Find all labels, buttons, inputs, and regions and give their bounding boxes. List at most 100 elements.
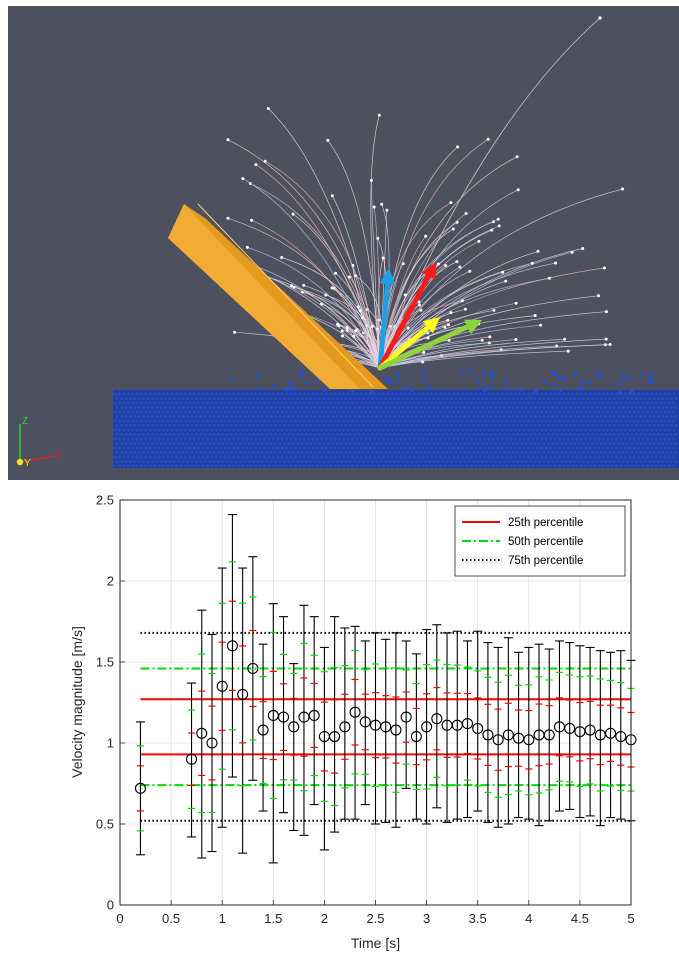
error-bar	[483, 642, 493, 823]
mean-point	[564, 722, 576, 734]
mean-point	[461, 718, 474, 730]
x-tick-label: 3.5	[469, 911, 487, 926]
x-tick-label: 4	[525, 911, 532, 926]
error-bar	[565, 642, 575, 810]
mean-point	[421, 721, 433, 733]
error-bar	[493, 646, 503, 828]
error-bar	[350, 625, 360, 820]
y-tick-label: 0	[107, 898, 114, 913]
legend-label: 75th percentile	[508, 555, 583, 567]
mean-point	[615, 730, 627, 743]
error-bar	[279, 616, 289, 814]
x-tick-label: 0	[116, 911, 123, 926]
x-tick-label: 1.5	[264, 911, 282, 926]
mean-point	[349, 706, 361, 718]
error-bar	[207, 633, 217, 853]
error-bar	[268, 603, 278, 864]
triad-origin-icon	[16, 458, 24, 466]
mean-point	[185, 753, 198, 765]
x-ticks: 0 0.5 1 1.5 2 2.5 3 3.5 4 4.5 5	[116, 900, 635, 926]
error-bar	[616, 650, 626, 820]
error-bar	[534, 643, 544, 827]
mean-point	[502, 729, 514, 741]
red-arrow	[377, 262, 436, 371]
x-tick-label: 4.5	[571, 911, 589, 926]
error-bar	[371, 632, 380, 825]
error-bar	[422, 629, 432, 825]
error-bar	[381, 638, 391, 823]
y-tick-label: 2	[107, 574, 114, 589]
triad-y-label: Y	[24, 458, 31, 469]
mean-point	[288, 721, 300, 733]
mean-point	[134, 782, 146, 794]
mean-point	[308, 709, 320, 722]
error-bar	[585, 646, 595, 817]
error-bar	[197, 609, 207, 859]
mean-point	[543, 729, 555, 741]
mean-markers	[134, 640, 637, 794]
legend-label: 50th percentile	[508, 536, 583, 548]
error-bar	[299, 604, 309, 836]
y-tick-label: 1	[107, 736, 114, 751]
x-tick-label: 2.5	[366, 911, 384, 926]
error-bar	[319, 646, 329, 851]
error-bar	[442, 632, 452, 823]
mean-point	[206, 737, 218, 749]
particle-bed	[113, 369, 679, 468]
mean-point	[410, 730, 422, 743]
mean-point	[482, 729, 494, 741]
triad-z-label: Z	[22, 416, 28, 427]
error-bar	[514, 651, 524, 819]
error-bar	[554, 640, 564, 812]
legend: 25th percentile 50th percentile 75th perce…	[454, 505, 626, 577]
error-bar	[503, 637, 513, 825]
x-tick-label: 1	[219, 911, 226, 926]
x-tick-label: 5	[627, 911, 634, 926]
x-tick-label: 3	[423, 911, 430, 926]
mean-point	[584, 724, 596, 736]
yellow-arrow	[377, 317, 440, 371]
error-bar	[432, 624, 442, 809]
error-bar	[258, 643, 268, 812]
blue-arrow	[377, 268, 396, 371]
mean-point	[523, 734, 535, 746]
legend-label: 25th percentile	[508, 517, 583, 529]
y-tick-label: 0.5	[96, 817, 114, 832]
mean-point	[226, 640, 238, 652]
error-bar	[330, 616, 340, 833]
mean-point	[380, 721, 392, 733]
error-bar	[544, 648, 554, 822]
error-bar	[473, 630, 483, 812]
velocity-chart: 0 0.5 1 1.5 2 2.5 3 3.5 4 4.5 5 0 0.5 1 1.5 2 2.5 Time …	[0, 486, 679, 956]
x-tick-label: 2	[321, 911, 328, 926]
mean-point	[472, 722, 484, 734]
y-tick-label: 1.5	[96, 655, 114, 670]
mean-point	[492, 734, 504, 746]
mean-point	[339, 721, 351, 733]
x-tick-label: 0.5	[162, 911, 180, 926]
error-bar	[524, 646, 534, 820]
error-bars	[135, 514, 636, 864]
mean-point	[390, 724, 402, 736]
mean-point	[605, 727, 617, 739]
error-bar	[248, 556, 258, 781]
error-bar	[187, 682, 197, 838]
axis-triad: Z Y X	[16, 416, 62, 469]
mean-point	[216, 680, 228, 692]
error-bar	[238, 567, 248, 854]
simulation-view: Z Y X	[8, 6, 679, 480]
mean-point	[196, 727, 208, 739]
velocity-arrows	[377, 262, 482, 371]
green-arrow	[377, 319, 482, 371]
error-bar	[360, 640, 370, 806]
mean-point	[247, 662, 259, 675]
error-bar	[462, 640, 472, 819]
error-bar	[340, 627, 350, 820]
mean-point	[237, 688, 249, 700]
mean-point	[257, 724, 269, 736]
y-ticks: 0 0.5 1 1.5 2 2.5	[96, 493, 125, 913]
x-axis-title: Time [s]	[351, 935, 400, 951]
y-tick-label: 2.5	[96, 493, 114, 508]
error-bar	[135, 721, 145, 856]
mean-point	[431, 713, 443, 725]
